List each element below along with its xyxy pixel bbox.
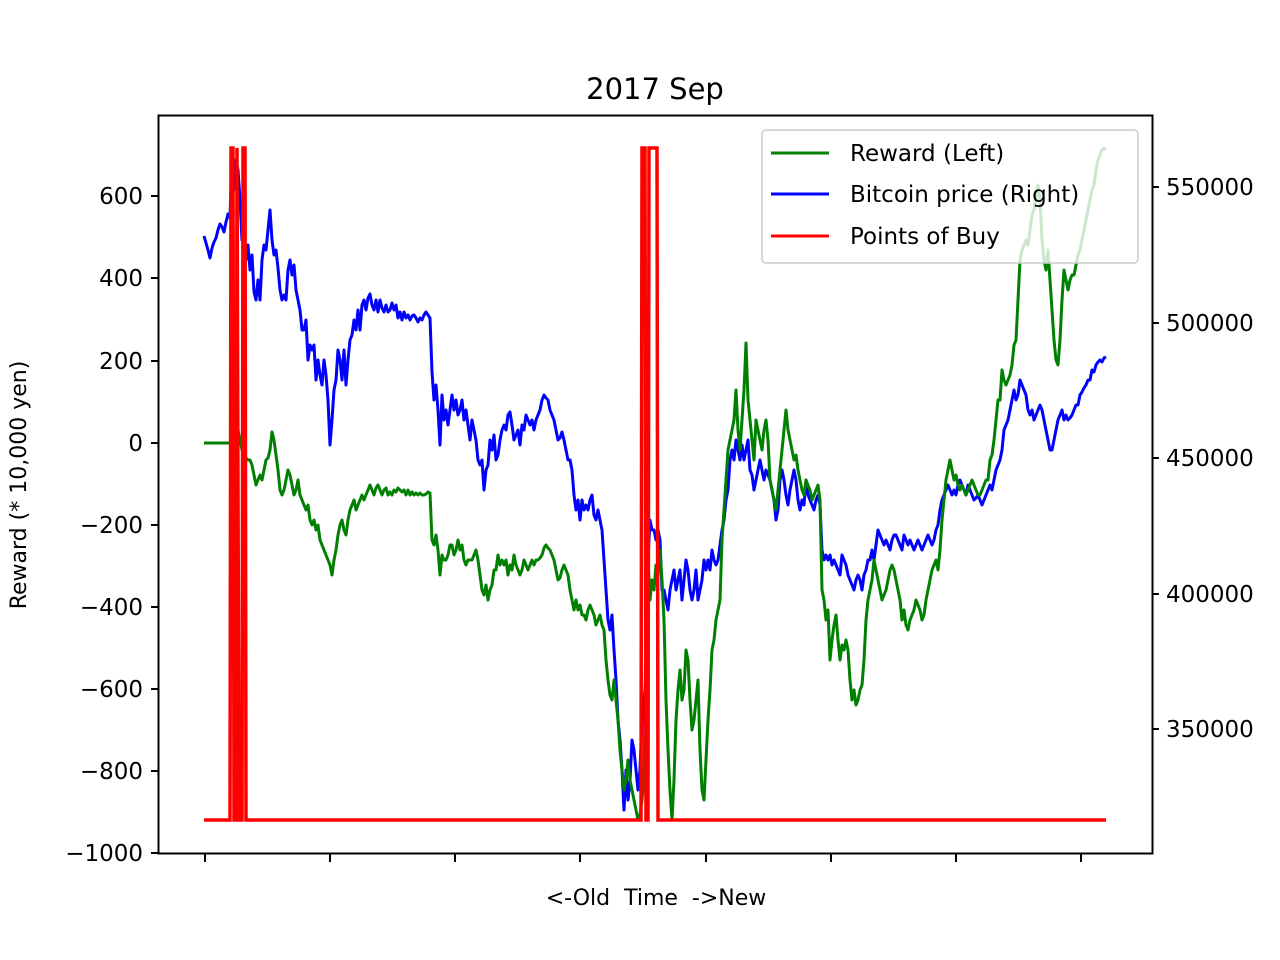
left-tick-label: −600 [80,677,143,703]
right-tick-label: 550000 [1166,175,1254,201]
right-y-axis [1152,186,1159,730]
legend: Reward (Left) Bitcoin price (Right) Poin… [761,129,1139,264]
legend-label: Reward (Left) [850,141,1004,167]
points-of-buy-line [204,146,1106,822]
bitcoin-price-line [202,148,1107,812]
legend-item-bitcoin-price: Bitcoin price (Right) [771,182,1079,208]
left-tick-label: 200 [99,349,143,375]
plot-frame [157,114,1154,855]
right-tick-label: 400000 [1166,582,1254,608]
y-axis-label-left: Reward (* 10,000 yen) [7,361,32,610]
legend-label: Bitcoin price (Right) [850,182,1079,208]
left-tick-label: −1000 [65,841,143,867]
reward-line [204,146,1108,822]
left-tick-label: 600 [99,184,143,210]
legend-item-reward: Reward (Left) [771,141,1004,167]
right-tick-label: 350000 [1166,717,1254,743]
left-tick-label: −400 [80,595,143,621]
plot-area [202,146,1108,822]
right-tick-label: 450000 [1166,446,1254,472]
left-tick-label: −800 [80,759,143,785]
left-tick-label: 400 [99,266,143,292]
right-tick-label: 500000 [1166,311,1254,337]
left-y-axis [151,195,158,854]
x-axis-label: <-Old Time ->New [546,886,767,911]
left-tick-label: 0 [128,431,143,457]
x-axis [204,854,1082,862]
legend-label: Points of Buy [850,224,1000,250]
chart-title: 2017 Sep [586,72,724,106]
left-tick-label: −200 [80,513,143,539]
legend-item-points-of-buy: Points of Buy [771,224,1000,250]
